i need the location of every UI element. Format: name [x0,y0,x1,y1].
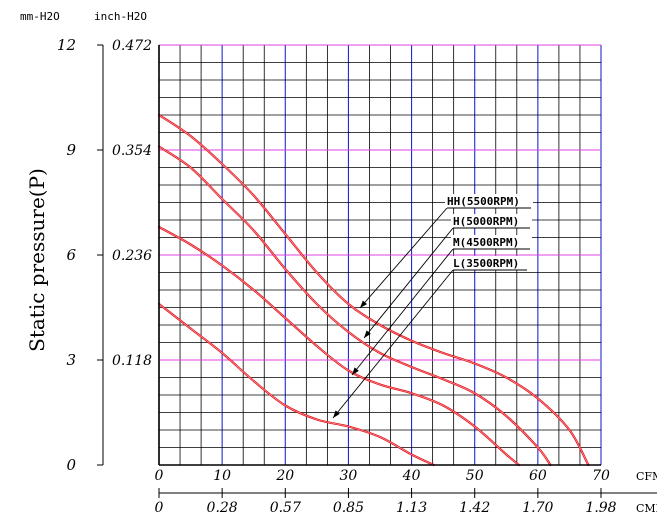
legend-leader-lines [332,207,454,419]
x-tick-label-cfm: 70 [592,468,610,484]
leader-arrowhead-3 [352,367,359,375]
legend-bg-3 [451,235,532,249]
series-line-highlight-1 [158,114,589,466]
x-tick-label-cfm: 10 [213,468,231,484]
x-tick-label-cfm: 0 [155,468,164,484]
y-tick-label-inch: 0.472 [112,38,152,54]
legend-bg-4 [451,256,529,270]
y-tick-label-mm: 6 [66,246,76,264]
x-tick-label-cmm: 0.57 [270,500,301,513]
leader-line-4 [332,269,454,419]
x-tick-label-cfm: 20 [275,468,294,484]
leader-line-2 [363,227,454,339]
x-tick-label-cmm: 0.85 [333,500,364,513]
x-unit-cfm: CFM [636,470,657,483]
x-tick-label-cmm: 0.28 [207,500,238,513]
series-curves [157,113,590,467]
x-tick-label-cfm: 60 [529,468,547,484]
y-tick-label-mm: 9 [66,141,76,159]
y-tick-label-inch: 0.236 [112,248,152,264]
leader-arrowhead-4 [333,410,340,418]
series-line-highlight-2 [158,146,551,466]
y-unit-mm: mm-H2O [20,10,60,23]
legend-bg-2 [451,214,532,228]
axes [97,44,657,498]
y-axis-label: Static pressure(P) [25,168,49,352]
legend-label-1: HH(5500RPM) [447,195,520,208]
x-tick-label-cmm: 1.98 [585,500,616,513]
x-tick-label-cfm: 30 [340,468,358,484]
tick-labels: 0 3 6 9 12 0.118 0.236 0.354 0.472 0 10 20 30 40 50 60 7… [57,36,657,513]
leader-arrowhead-1 [360,300,368,308]
grid [158,44,602,466]
x-tick-label-cfm: 40 [402,468,421,484]
x-tick-label-cmm: 1.13 [396,500,427,513]
legend: HH(5500RPM) H(5000RPM) M(4500RPM) L(3500RPM… [445,194,533,271]
legend-label-3: M(4500RPM) [453,236,519,249]
y-unit-inch: inch-H2O [94,10,147,23]
legend-label-2: H(5000RPM) [453,215,519,228]
y-tick-label-inch: 0.354 [112,143,152,159]
legend-bg-1 [445,194,533,208]
y-tick-label-inch: 0.118 [112,353,152,369]
x-tick-label-cmm: 1.42 [459,500,490,513]
x-unit-cmm: CMM [636,502,657,513]
x-tick-label-cfm: 50 [466,468,484,484]
leader-line-1 [359,207,448,309]
leader-line-3 [351,248,454,376]
x-tick-label-cmm: 1.70 [522,500,553,513]
y-tick-label-mm: 12 [57,36,76,54]
legend-label-4: L(3500RPM) [453,257,519,270]
y-tick-label-mm: 3 [66,351,76,369]
x-tick-label-cmm: 0 [155,500,164,513]
y-tick-label-mm: 0 [66,456,76,474]
series-line-highlight-3 [158,226,520,466]
series-line-highlight-4 [158,303,434,466]
leader-arrowhead-2 [364,330,371,338]
